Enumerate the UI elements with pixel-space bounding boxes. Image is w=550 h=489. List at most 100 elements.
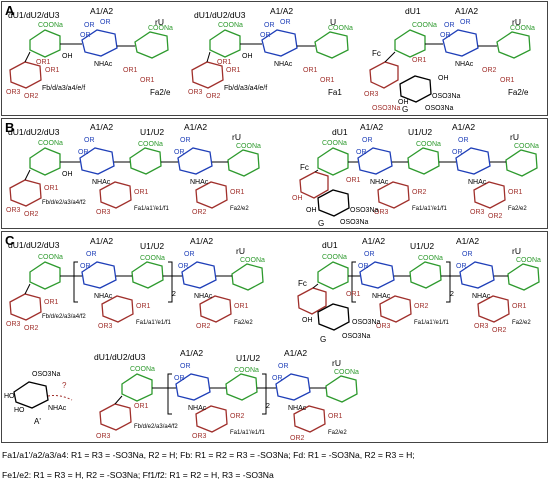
atom-label: OH [242, 53, 253, 60]
A-ring [177, 147, 213, 175]
atom-label: OR [280, 19, 291, 26]
atom-label: OR3 [96, 433, 111, 440]
atom-label: OR [180, 363, 191, 370]
middle-fucose-label: Fa1/a1'/e1/f1 [230, 430, 266, 436]
atom-label: OR [364, 251, 375, 258]
fuc-ring [101, 295, 134, 323]
atom-label: OR [458, 137, 469, 144]
unknown-linkage [47, 395, 73, 401]
atom-label: OR1 [36, 59, 51, 66]
unit-label: A1/A2 [456, 236, 479, 246]
atom-label: OR2 [196, 323, 211, 330]
atom-label: HO [4, 393, 15, 400]
atom-label: COONa [322, 254, 347, 261]
atom-label: NHAc [94, 61, 113, 68]
repeat-bracket-open [167, 373, 172, 415]
atom-label: NHAc [455, 61, 474, 68]
atom-label: OR [356, 149, 367, 156]
glycosidic-bonds [24, 161, 228, 181]
panel-a-chain-2: dU1/dU2/dU3 A1/A2 U COONa OH OR OR OR NH… [188, 6, 353, 100]
atom-label: OR1 [217, 59, 232, 66]
panel-c-chain-1: dU1/dU2/dU3 A1/A2 U1/U2 A1/A2 rU COONa O… [6, 236, 265, 332]
unit-label: dU1 [405, 6, 421, 16]
A-ring [181, 261, 217, 289]
atom-label: COONa [328, 25, 353, 32]
bottom-fucose-label: Fa1 [328, 88, 342, 97]
atom-label: OR [180, 137, 191, 144]
atom-label: OR2 [412, 189, 427, 196]
panel-a-frame [1, 1, 548, 116]
unit-label: dU1/dU2/dU3 [8, 10, 60, 20]
A-ring [275, 373, 311, 401]
atom-label: OH [292, 195, 303, 202]
atom-label: OR1 [226, 67, 241, 74]
atom-label: OR2 [24, 211, 39, 218]
atom-label: OH [438, 75, 449, 82]
unit-label: U1/U2 [236, 353, 260, 363]
panel-c-chain-2: dU1 A1/A2 U1/U2 A1/A2 rU COONa OR OR COO… [297, 236, 541, 344]
atom-label: COONa [240, 257, 265, 264]
atom-label: OR [278, 363, 289, 370]
unit-label: rU [155, 17, 164, 27]
atom-label: OR1 [44, 185, 59, 192]
atom-label: NHAc [194, 293, 213, 300]
A-ring [175, 373, 211, 401]
repeat-bracket-close [168, 261, 173, 303]
fuc-ring [99, 181, 132, 209]
bottom-fucose-label: Fa2/e2 [328, 430, 347, 436]
unit-label: A1/A2 [90, 236, 113, 246]
galactose-label: G [318, 219, 324, 228]
atom-label: OR2 [492, 327, 507, 334]
glycosidic-bonds [206, 43, 315, 63]
atom-label: OH [302, 317, 313, 324]
atom-label: OR1 [346, 177, 361, 184]
atom-label: OR3 [470, 209, 485, 216]
middle-fucose-label: Fa1/a1'/e1/f1 [134, 206, 170, 212]
panel-a-chain-3: dU1 A1/A2 rU COONa OR OR OR NHAc COONa O… [364, 6, 535, 114]
atom-label: OR1 [134, 403, 149, 410]
gal-ring [317, 303, 350, 331]
U-ring [507, 263, 540, 291]
atom-label: OR3 [376, 323, 391, 330]
atom-label: OR [358, 263, 369, 270]
glycosidic-bonds [312, 275, 508, 289]
atom-label: OR3 [364, 91, 379, 98]
footnote-line-2: Fe1/e2: R1 = R3 = H, R2 = -SO3Na; Ff1/f2… [2, 470, 274, 480]
unit-label: dU1/dU2/dU3 [8, 127, 60, 137]
atom-label: OR2 [414, 303, 429, 310]
atom-label: OSO3Na [425, 105, 454, 112]
fuc-ring [477, 295, 510, 323]
atom-label: OR1 [123, 67, 138, 74]
atom-label: OR2 [24, 93, 39, 100]
atom-label: COONa [334, 369, 359, 376]
repeat-bracket-open [73, 261, 78, 303]
atom-label: OR3 [6, 207, 21, 214]
atom-label: OR1 [303, 67, 318, 74]
atom-label: OR [78, 149, 89, 156]
U-ring [409, 261, 442, 289]
fuc-ring [293, 405, 326, 433]
atom-label: OR [84, 22, 95, 29]
atom-label: OSO3Na [432, 93, 461, 100]
unit-label: dU1 [322, 240, 338, 250]
unit-label: A1/A2 [90, 122, 113, 132]
atom-label: OR [362, 137, 373, 144]
atom-label: OR1 [346, 291, 361, 298]
unit-label: A1/A2 [452, 122, 475, 132]
atom-label: OSO3Na [340, 219, 369, 226]
atom-label: COONa [418, 255, 443, 262]
atom-label: OR2 [488, 213, 503, 220]
footnote-line-1: Fa1/a1'/a2/a3/a4: R1 = R3 = -SO3Na, R2 =… [2, 450, 415, 460]
atom-label: OSO3Na [372, 105, 401, 112]
atom-label: OR [178, 263, 189, 270]
atom-label: OH [306, 207, 317, 214]
atom-label: COONa [38, 22, 63, 29]
atom-label: OSO3Na [32, 371, 61, 378]
atom-label: COONa [514, 143, 539, 150]
fuc-ring [9, 179, 42, 207]
panel-b-letter: B [5, 120, 14, 135]
U-ring [505, 149, 538, 177]
atom-label: COONa [130, 366, 155, 373]
atom-label: NHAc [372, 293, 391, 300]
atom-label: OR1 [230, 189, 245, 196]
